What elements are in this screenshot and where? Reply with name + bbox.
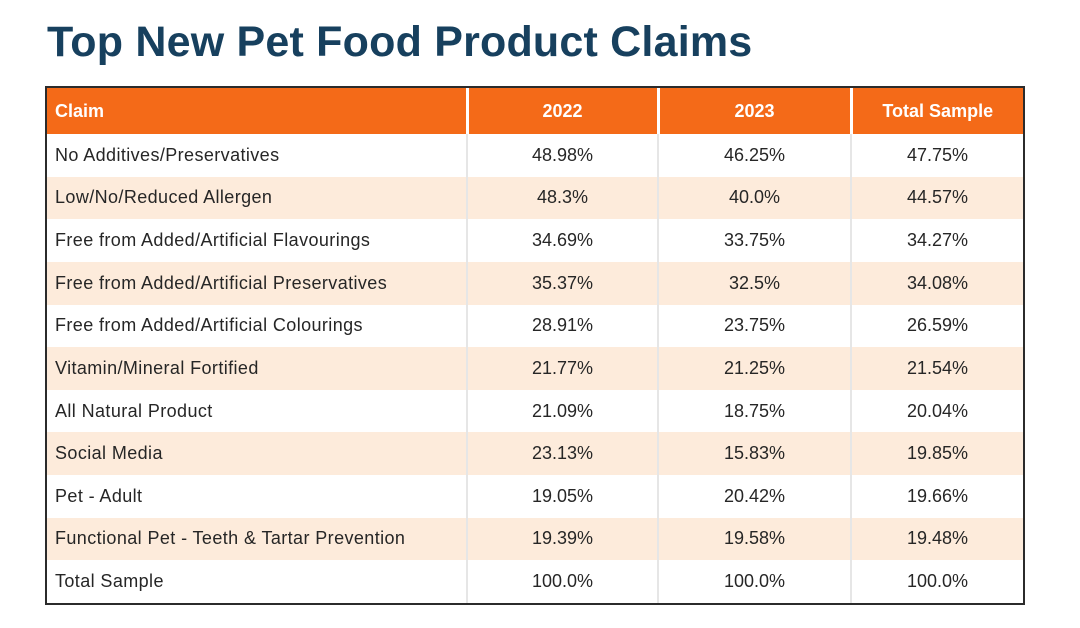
total-sample-cell: 34.08% (850, 261, 1023, 305)
value-2023-cell: 21.25% (657, 347, 851, 390)
claim-cell: Low/No/Reduced Allergen (47, 176, 467, 220)
value-2022-cell: 23.13% (466, 432, 658, 475)
header-2023: 2023 (656, 88, 851, 134)
value-2023-cell: 23.75% (657, 304, 851, 348)
claims-table-grid: Claim 2022 2023 Total Sample No Additive… (47, 88, 1023, 603)
value-2022-cell: 21.77% (466, 347, 658, 390)
value-2023-cell: 32.5% (657, 261, 851, 305)
value-2022-cell: 28.91% (466, 304, 658, 348)
claim-cell: All Natural Product (55, 400, 213, 421)
table-row: Free from Added/Artificial Flavourings 3… (47, 219, 1023, 262)
table-row: Vitamin/Mineral Fortified 21.77% 21.25% … (47, 347, 1023, 390)
total-sample-cell: 19.48% (850, 517, 1023, 561)
value-2022-cell: 48.98% (466, 134, 658, 177)
value-2022-cell: 19.05% (466, 475, 658, 518)
claim-cell: Pet - Adult (55, 485, 143, 506)
claim-cell: Free from Added/Artificial Preservatives (47, 261, 467, 305)
header-2022: 2022 (465, 88, 658, 134)
value-2022-cell: 48.3% (466, 176, 658, 220)
claim-cell: Social Media (47, 432, 467, 475)
claim-cell: Vitamin/Mineral Fortified (47, 347, 467, 390)
total-sample-cell: 20.04% (850, 389, 1023, 433)
claim-cell: Free from Added/Artificial Colourings (55, 315, 363, 336)
claims-table: Claim 2022 2023 Total Sample No Additive… (45, 86, 1025, 605)
value-2022-cell: 35.37% (466, 261, 658, 305)
table-row-total: Total Sample 100.0% 100.0% 100.0% (47, 560, 1023, 603)
table-row: No Additives/Preservatives 48.98% 46.25%… (47, 134, 1023, 177)
total-sample-cell: 100.0% (850, 560, 1023, 603)
table-row: Pet - Adult 19.05% 20.42% 19.66% (47, 475, 1023, 518)
value-2023-cell: 33.75% (657, 219, 851, 262)
value-2023-cell: 19.58% (657, 517, 851, 561)
table-row: Free from Added/Artificial Preservatives… (47, 261, 1023, 305)
value-2022-cell: 34.69% (466, 219, 658, 262)
total-sample-cell: 19.66% (850, 475, 1023, 518)
value-2022-cell: 21.09% (466, 389, 658, 433)
value-2023-cell: 100.0% (657, 560, 851, 603)
value-2023-cell: 15.83% (657, 432, 851, 475)
header-claim: Claim (47, 88, 467, 134)
table-header-row: Claim 2022 2023 Total Sample (47, 88, 1023, 134)
total-sample-cell: 34.27% (850, 219, 1023, 262)
total-sample-cell: 21.54% (850, 347, 1023, 390)
table-row: Free from Added/Artificial Colourings 28… (47, 304, 1023, 348)
claim-cell: No Additives/Preservatives (55, 144, 280, 165)
total-sample-cell: 19.85% (850, 432, 1023, 475)
header-total-sample: Total Sample (849, 88, 1023, 134)
claim-cell: Functional Pet - Teeth & Tartar Preventi… (47, 517, 467, 561)
table-row: Low/No/Reduced Allergen 48.3% 40.0% 44.5… (47, 176, 1023, 220)
table-row: All Natural Product 21.09% 18.75% 20.04% (47, 389, 1023, 433)
page-title: Top New Pet Food Product Claims (47, 18, 753, 66)
value-2023-cell: 20.42% (657, 475, 851, 518)
value-2023-cell: 18.75% (657, 389, 851, 433)
table-row: Social Media 23.13% 15.83% 19.85% (47, 432, 1023, 475)
value-2023-cell: 40.0% (657, 176, 851, 220)
total-sample-cell: 44.57% (850, 176, 1023, 220)
value-2022-cell: 100.0% (466, 560, 658, 603)
table-row: Functional Pet - Teeth & Tartar Preventi… (47, 517, 1023, 561)
value-2022-cell: 19.39% (466, 517, 658, 561)
claim-cell: Free from Added/Artificial Flavourings (55, 230, 371, 251)
claim-cell: Total Sample (55, 571, 164, 592)
total-sample-cell: 26.59% (850, 304, 1023, 348)
value-2023-cell: 46.25% (657, 134, 851, 177)
total-sample-cell: 47.75% (850, 134, 1023, 177)
